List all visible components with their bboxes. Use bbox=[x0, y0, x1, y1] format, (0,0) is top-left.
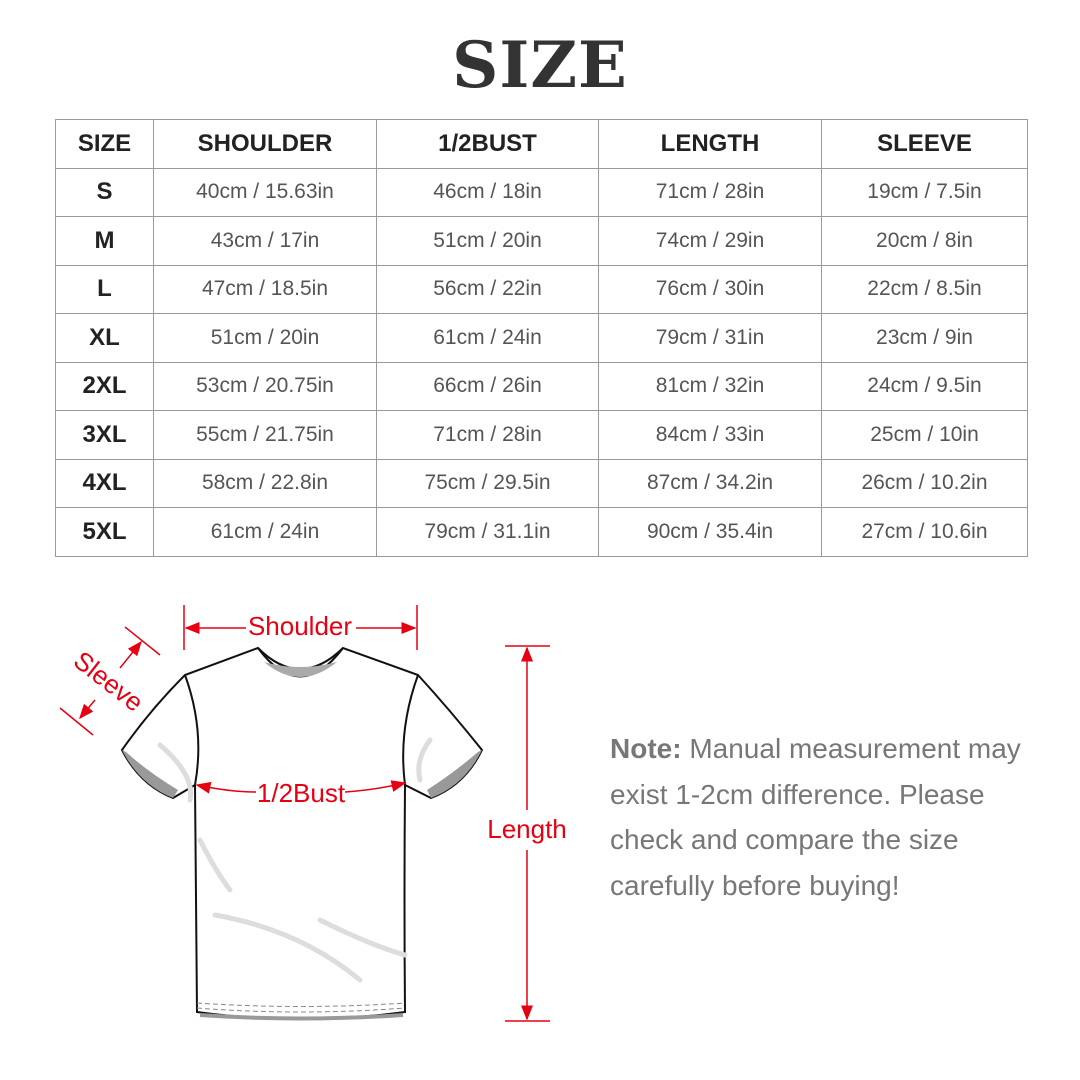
length-label: Length bbox=[487, 814, 567, 844]
table-row: 3XL 55cm / 21.75in 71cm / 28in 84cm / 33in 2… bbox=[55, 410, 1028, 460]
measurement-cell: 46cm / 18in bbox=[376, 167, 599, 217]
measurement-cell: 22cm / 8.5in bbox=[821, 264, 1028, 314]
table-row: 5XL 61cm / 24in 79cm / 31.1in 90cm / 35.4in… bbox=[55, 507, 1028, 557]
measurement-cell: 43cm / 17in bbox=[153, 216, 377, 266]
note: Note: Manual measurement may exist 1-2cm… bbox=[610, 726, 1040, 908]
measurement-cell: 19cm / 7.5in bbox=[821, 167, 1028, 217]
measurement-cell: 84cm / 33in bbox=[598, 410, 822, 460]
measurement-cell: 23cm / 9in bbox=[821, 313, 1028, 363]
measurement-cell: 55cm / 21.75in bbox=[153, 410, 377, 460]
measurement-cell: 25cm / 10in bbox=[821, 410, 1028, 460]
measurement-cell: 71cm / 28in bbox=[376, 410, 599, 460]
tshirt-illustration bbox=[120, 646, 484, 1021]
table-row: L 47cm / 18.5in 56cm / 22in 76cm / 30in 22cm… bbox=[55, 264, 1028, 314]
measurement-cell: 27cm / 10.6in bbox=[821, 507, 1028, 557]
bust-label: 1/2Bust bbox=[257, 778, 346, 808]
measurement-cell: 66cm / 26in bbox=[376, 361, 599, 411]
measurement-cell: 76cm / 30in bbox=[598, 264, 822, 314]
table-row: 2XL 53cm / 20.75in 66cm / 26in 81cm / 32in 2… bbox=[55, 361, 1028, 411]
measurement-cell: 40cm / 15.63in bbox=[153, 167, 377, 217]
bust-measure: 1/2Bust bbox=[195, 778, 407, 808]
measurement-cell: 47cm / 18.5in bbox=[153, 264, 377, 314]
size-cell: 5XL bbox=[55, 507, 154, 557]
note-text: Manual measurement may exist 1-2cm diffe… bbox=[610, 733, 1021, 901]
table-row: S 40cm / 15.63in 46cm / 18in 71cm / 28in 19c… bbox=[55, 167, 1028, 217]
length-measure: Length bbox=[487, 645, 567, 1022]
column-header: 1/2BUST bbox=[376, 119, 599, 169]
measurement-cell: 61cm / 24in bbox=[153, 507, 377, 557]
note-label: Note: bbox=[610, 733, 682, 764]
measurement-cell: 90cm / 35.4in bbox=[598, 507, 822, 557]
measurement-cell: 58cm / 22.8in bbox=[153, 458, 377, 508]
size-cell: XL bbox=[55, 313, 154, 363]
page-title: SIZE bbox=[452, 28, 628, 103]
measurement-cell: 87cm / 34.2in bbox=[598, 458, 822, 508]
shoulder-label: Shoulder bbox=[248, 611, 352, 641]
column-header: SLEEVE bbox=[821, 119, 1028, 169]
shoulder-measure: Shoulder bbox=[183, 605, 418, 650]
measurement-cell: 56cm / 22in bbox=[376, 264, 599, 314]
measurement-cell: 74cm / 29in bbox=[598, 216, 822, 266]
table-header-row: SIZE SHOULDER 1/2BUST LENGTH SLEEVE bbox=[55, 119, 1028, 169]
sleeve-label: Sleeve bbox=[68, 645, 149, 718]
measurement-cell: 51cm / 20in bbox=[376, 216, 599, 266]
measurement-cell: 20cm / 8in bbox=[821, 216, 1028, 266]
measurement-cell: 71cm / 28in bbox=[598, 167, 822, 217]
column-header: LENGTH bbox=[598, 119, 822, 169]
size-table: SIZE SHOULDER 1/2BUST LENGTH SLEEVE S 40cm / … bbox=[55, 119, 1028, 557]
measurement-cell: 75cm / 29.5in bbox=[376, 458, 599, 508]
table-row: M 43cm / 17in 51cm / 20in 74cm / 29in 20cm /… bbox=[55, 216, 1028, 266]
measurement-cell: 24cm / 9.5in bbox=[821, 361, 1028, 411]
size-cell: 3XL bbox=[55, 410, 154, 460]
table-row: 4XL 58cm / 22.8in 75cm / 29.5in 87cm / 34.2… bbox=[55, 458, 1028, 508]
size-cell: S bbox=[55, 167, 154, 217]
measurement-cell: 79cm / 31.1in bbox=[376, 507, 599, 557]
measurement-cell: 79cm / 31in bbox=[598, 313, 822, 363]
column-header: SIZE bbox=[55, 119, 154, 169]
measurement-cell: 81cm / 32in bbox=[598, 361, 822, 411]
